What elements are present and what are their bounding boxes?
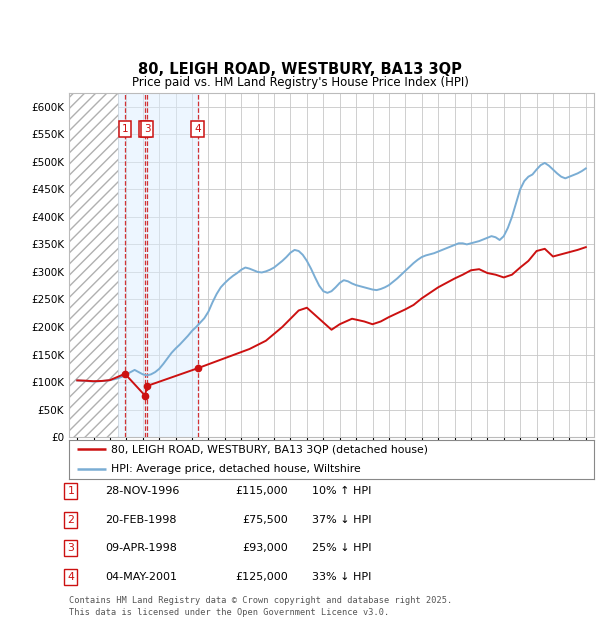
Text: £125,000: £125,000 (235, 572, 288, 582)
Text: 37% ↓ HPI: 37% ↓ HPI (312, 515, 371, 525)
Text: £93,000: £93,000 (242, 543, 288, 553)
Bar (69, 93, 118, 437)
Text: 1: 1 (122, 124, 128, 134)
Text: 2: 2 (67, 515, 74, 525)
Text: Contains HM Land Registry data © Crown copyright and database right 2025.
This d: Contains HM Land Registry data © Crown c… (69, 596, 452, 617)
Text: 80, LEIGH ROAD, WESTBURY, BA13 3QP: 80, LEIGH ROAD, WESTBURY, BA13 3QP (138, 63, 462, 78)
Text: 28-NOV-1996: 28-NOV-1996 (105, 486, 179, 496)
Text: 4: 4 (194, 124, 201, 134)
Text: £115,000: £115,000 (235, 486, 288, 496)
Text: 4: 4 (67, 572, 74, 582)
Text: 20-FEB-1998: 20-FEB-1998 (105, 515, 176, 525)
Text: 09-APR-1998: 09-APR-1998 (105, 543, 177, 553)
Text: 3: 3 (144, 124, 151, 134)
Text: 3: 3 (67, 543, 74, 553)
Text: 1: 1 (67, 486, 74, 496)
Text: 80, LEIGH ROAD, WESTBURY, BA13 3QP (detached house): 80, LEIGH ROAD, WESTBURY, BA13 3QP (deta… (111, 445, 428, 454)
Text: 04-MAY-2001: 04-MAY-2001 (105, 572, 177, 582)
Bar (118, 93, 200, 437)
Text: 2: 2 (142, 124, 148, 134)
Text: 33% ↓ HPI: 33% ↓ HPI (312, 572, 371, 582)
Text: 10% ↑ HPI: 10% ↑ HPI (312, 486, 371, 496)
Text: Price paid vs. HM Land Registry's House Price Index (HPI): Price paid vs. HM Land Registry's House … (131, 76, 469, 89)
Text: £75,500: £75,500 (242, 515, 288, 525)
Text: HPI: Average price, detached house, Wiltshire: HPI: Average price, detached house, Wilt… (111, 464, 361, 474)
Text: 25% ↓ HPI: 25% ↓ HPI (312, 543, 371, 553)
